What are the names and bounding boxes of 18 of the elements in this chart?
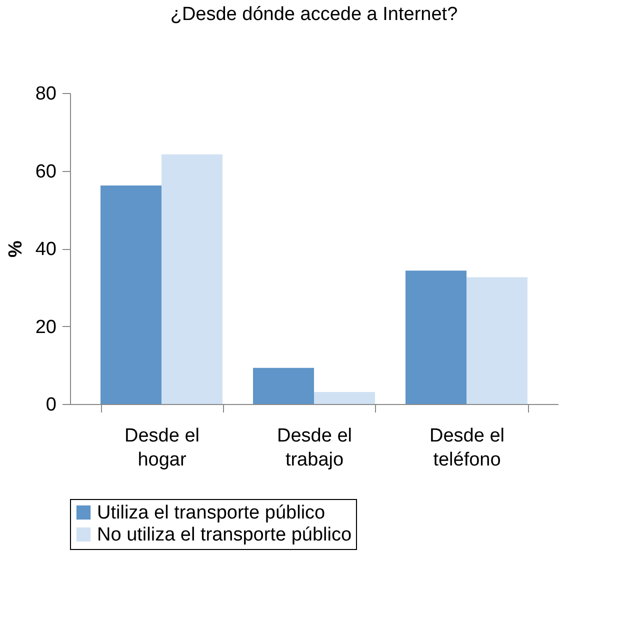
bar — [406, 270, 466, 404]
bar — [162, 154, 222, 404]
bar — [100, 186, 162, 404]
legend-label: No utiliza el transporte público — [97, 524, 352, 546]
y-tick-label: 80 — [35, 84, 56, 104]
bar — [314, 392, 375, 404]
x-tick-label: Desde el teléfono — [430, 426, 504, 470]
bar — [253, 368, 314, 404]
y-tick-label: 40 — [35, 239, 56, 260]
y-tick-label: 20 — [35, 316, 56, 338]
legend-label: Utiliza el transporte público — [97, 502, 326, 524]
bar — [466, 277, 528, 404]
y-tick-label: 0 — [46, 394, 56, 416]
x-tick-label: Desde el hogar — [124, 426, 200, 470]
x-tick-label: Desde el trabajo — [277, 426, 352, 470]
y-axis-title: % — [5, 240, 26, 258]
y-tick-label: 60 — [35, 161, 56, 182]
chart-title: ¿Desde dónde accede a Internet? — [170, 4, 458, 25]
